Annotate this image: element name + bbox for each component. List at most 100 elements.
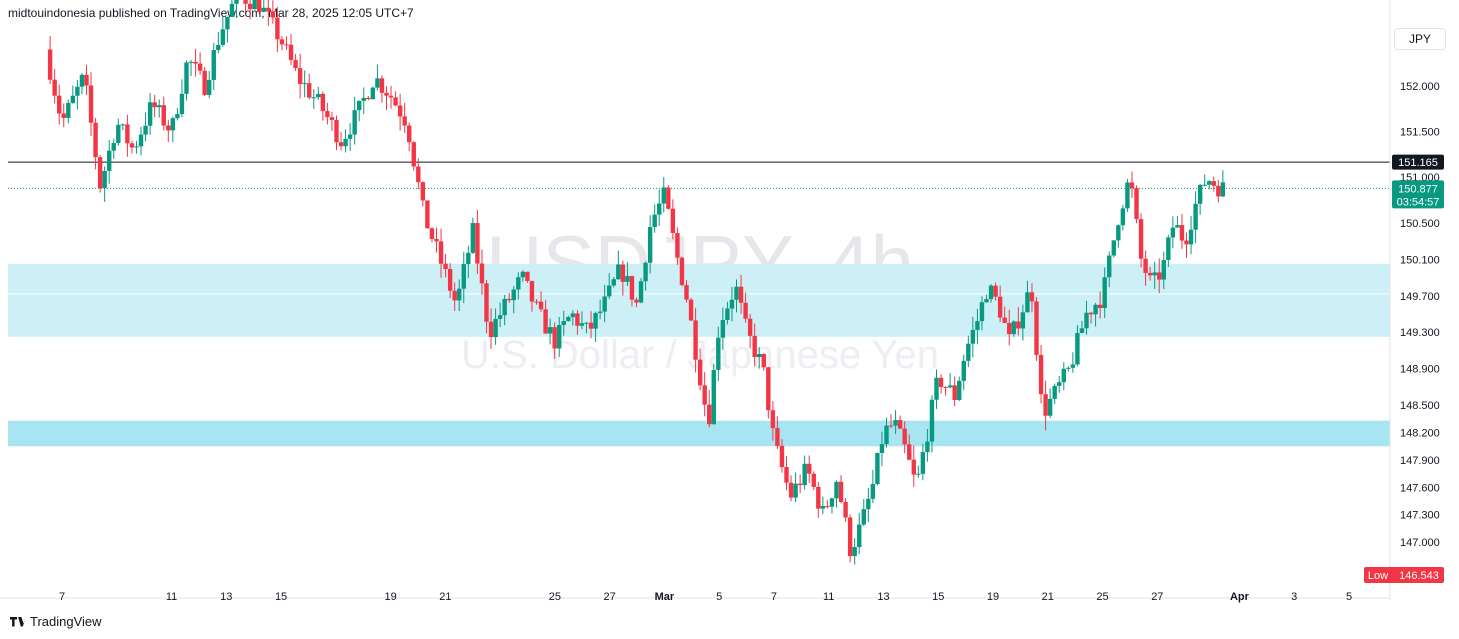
candle bbox=[1193, 191, 1198, 244]
candle bbox=[529, 280, 535, 312]
candle bbox=[1075, 325, 1080, 367]
candle bbox=[1134, 185, 1139, 224]
candle-body bbox=[552, 327, 557, 349]
candle-body bbox=[143, 125, 148, 135]
candle-body bbox=[725, 308, 730, 321]
candle bbox=[1179, 213, 1185, 249]
candle bbox=[347, 123, 353, 151]
candle bbox=[711, 363, 716, 425]
candle-body bbox=[784, 467, 789, 483]
candle bbox=[334, 115, 339, 151]
candle-body bbox=[975, 321, 980, 330]
candle-body bbox=[129, 143, 135, 148]
candle bbox=[907, 434, 912, 461]
candle bbox=[107, 140, 112, 184]
candle bbox=[738, 274, 744, 314]
candle bbox=[1111, 240, 1116, 258]
candle bbox=[207, 70, 212, 99]
candle-body bbox=[861, 509, 866, 525]
candle bbox=[1038, 345, 1044, 404]
candle-body bbox=[1047, 398, 1053, 416]
candle bbox=[597, 299, 603, 320]
candle bbox=[357, 100, 362, 122]
candle-body bbox=[134, 146, 139, 148]
candle bbox=[979, 296, 985, 331]
candle bbox=[297, 53, 303, 99]
candle-body bbox=[1061, 368, 1066, 383]
candle bbox=[616, 250, 621, 281]
candle-body bbox=[1057, 382, 1062, 386]
candle-body bbox=[420, 182, 426, 201]
candle-body bbox=[220, 29, 226, 45]
candle-body bbox=[602, 296, 607, 312]
candle bbox=[1107, 251, 1112, 288]
candle-body bbox=[1029, 292, 1035, 302]
candle-body bbox=[457, 288, 462, 301]
candle bbox=[788, 475, 794, 502]
candle bbox=[638, 277, 644, 304]
candle-body bbox=[229, 3, 235, 17]
candle-body bbox=[1034, 301, 1039, 355]
candle bbox=[679, 256, 685, 287]
candle bbox=[693, 308, 698, 373]
y-tick-label: 147.600 bbox=[1400, 482, 1440, 494]
candle-body bbox=[429, 228, 435, 239]
candle bbox=[88, 72, 94, 137]
candle-body bbox=[329, 117, 335, 120]
candle-body bbox=[716, 337, 721, 370]
candle-body bbox=[261, 7, 266, 12]
candle bbox=[602, 284, 607, 323]
candle bbox=[1143, 250, 1148, 286]
candle-body bbox=[125, 124, 130, 144]
y-tick-label: 147.300 bbox=[1400, 510, 1440, 522]
low-tag bbox=[1364, 567, 1444, 583]
publisher-header: midtouindonesia published on TradingView… bbox=[8, 6, 414, 20]
tradingview-brand: TradingView bbox=[30, 614, 102, 629]
candle-body bbox=[1211, 181, 1216, 186]
tradingview-logo-icon bbox=[10, 616, 26, 628]
candle-body bbox=[479, 263, 485, 284]
candle-body bbox=[947, 385, 953, 388]
candle bbox=[1161, 251, 1166, 290]
time-axis: 7 11 13 15 19 21 25 27 Mar 5 7 11 13 15 19 21 25 27 Apr 3 5 bbox=[0, 591, 1390, 603]
candle bbox=[1057, 376, 1062, 393]
candle bbox=[125, 114, 130, 157]
candle bbox=[793, 472, 798, 502]
candle bbox=[997, 285, 1003, 323]
candle bbox=[416, 158, 421, 190]
candle bbox=[570, 310, 576, 326]
candle-body bbox=[352, 110, 357, 135]
candle-body bbox=[534, 301, 539, 303]
candle bbox=[720, 307, 726, 350]
candle bbox=[511, 286, 516, 314]
candle bbox=[834, 480, 839, 508]
candle bbox=[684, 280, 689, 303]
candle-body bbox=[807, 463, 812, 474]
candle-body bbox=[1043, 394, 1048, 416]
candle bbox=[561, 310, 566, 336]
candle bbox=[220, 16, 226, 47]
candle-body bbox=[652, 214, 657, 228]
candle-body bbox=[75, 86, 80, 96]
currency-button[interactable]: JPY bbox=[1394, 28, 1446, 50]
candle-body bbox=[393, 97, 398, 106]
candle bbox=[857, 513, 862, 555]
candle bbox=[734, 279, 739, 313]
candle bbox=[884, 417, 889, 448]
candle-body bbox=[525, 271, 530, 281]
candle-body bbox=[802, 463, 807, 486]
zone-2 bbox=[8, 420, 1390, 447]
candle bbox=[429, 227, 435, 243]
candle bbox=[1093, 302, 1098, 327]
candle-body bbox=[1075, 333, 1080, 365]
candle-body bbox=[1093, 304, 1098, 315]
candle bbox=[1043, 380, 1048, 431]
candle-body bbox=[488, 321, 494, 338]
candle bbox=[197, 52, 203, 75]
candle-body bbox=[434, 238, 439, 242]
candle bbox=[784, 456, 789, 491]
candle-body bbox=[225, 16, 230, 30]
candle-body bbox=[997, 296, 1003, 318]
candle-body bbox=[338, 142, 344, 147]
